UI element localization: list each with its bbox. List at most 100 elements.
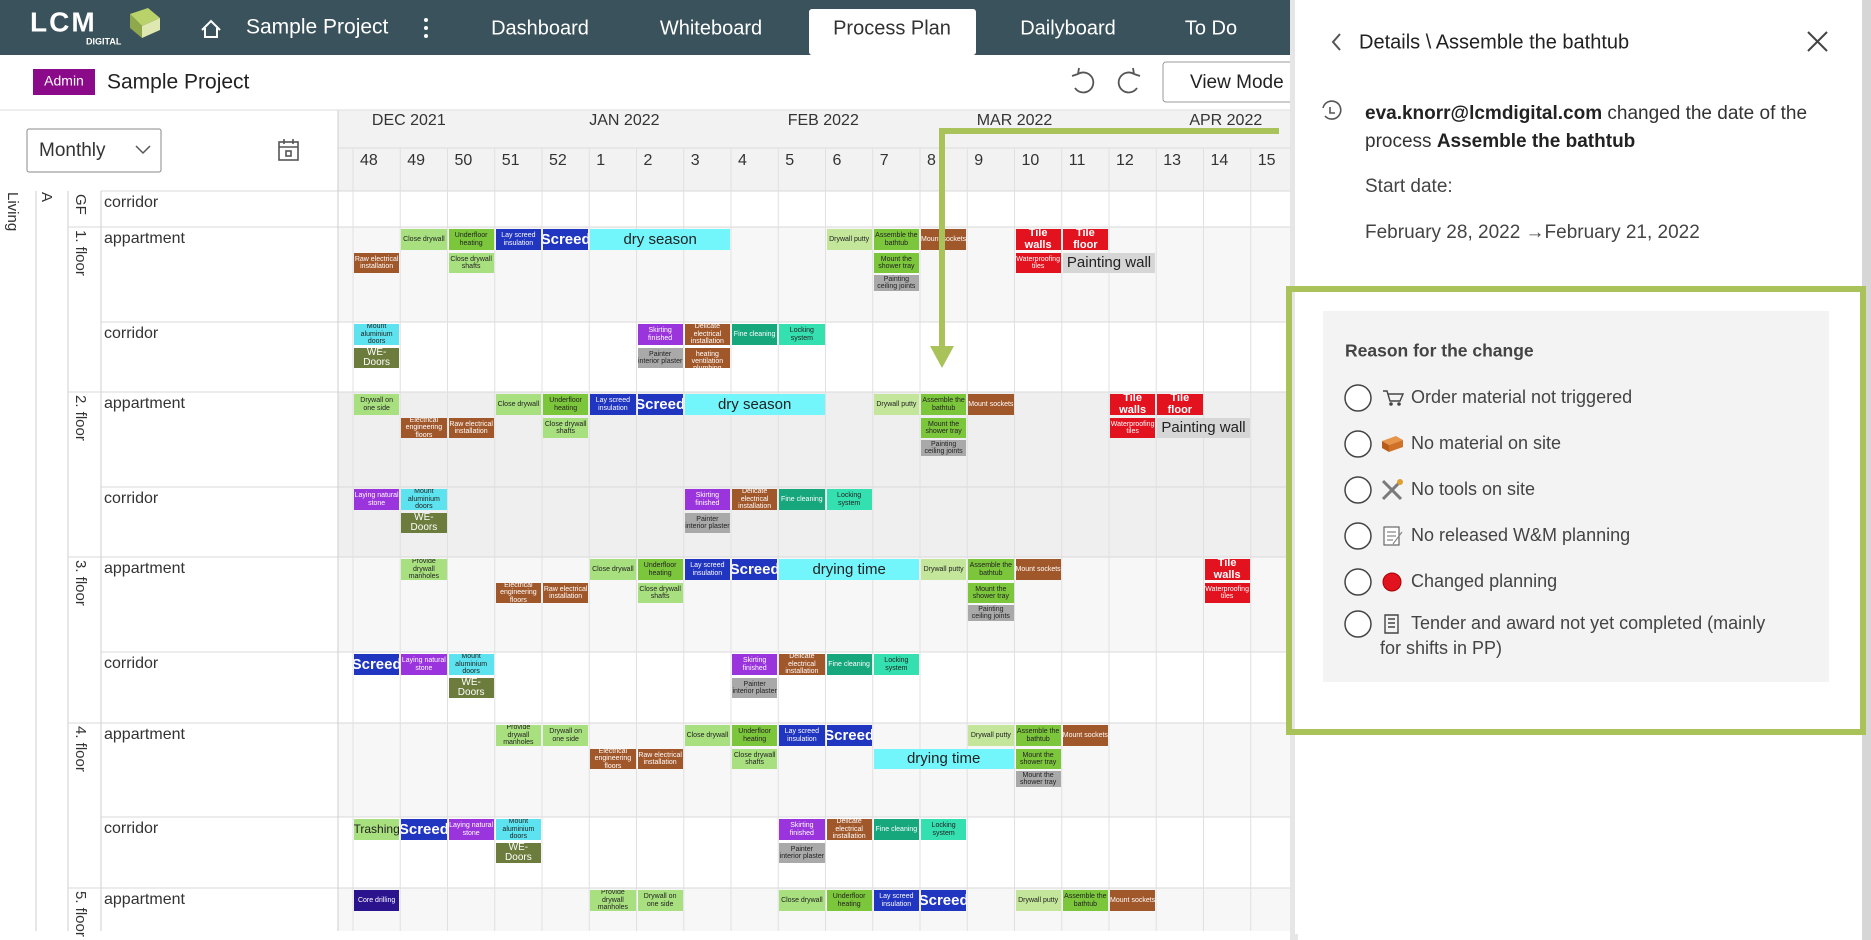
task[interactable]: Delicate electrical installation	[826, 819, 872, 840]
task[interactable]: Underfloor heating	[448, 229, 494, 250]
task[interactable]: Mount sockets	[968, 394, 1014, 415]
task[interactable]: Skirting finished	[637, 324, 683, 345]
reason-option[interactable]: No material on site	[1411, 433, 1561, 453]
task[interactable]: WE-Doors	[495, 843, 541, 863]
task[interactable]: Lay screed insulation	[684, 559, 730, 580]
task[interactable]: Painter interior plaster	[779, 843, 825, 863]
task[interactable]: Screed	[921, 890, 967, 911]
task[interactable]: Delicate electrical installation	[732, 489, 778, 510]
task[interactable]: dry season	[684, 394, 825, 415]
task[interactable]: Painter interior plaster	[637, 348, 683, 368]
task[interactable]: Underfloor heating	[826, 890, 872, 911]
task[interactable]: Lay screed insulation	[590, 394, 636, 415]
task[interactable]: Painting ceiling joints	[873, 275, 919, 291]
task[interactable]: Mount the shower tray	[921, 418, 967, 438]
home-icon[interactable]	[201, 19, 221, 38]
task[interactable]: Lay screed insulation	[779, 725, 825, 746]
task[interactable]: Raw electrical installation	[543, 583, 589, 603]
task[interactable]: Painter interior plaster	[732, 678, 778, 698]
task[interactable]: Drywall putty	[873, 394, 919, 415]
task[interactable]: Screed	[826, 725, 872, 746]
task[interactable]: Mount aluminium doors	[354, 324, 400, 345]
task[interactable]: Delicate heating ventilation plumbing	[684, 348, 730, 368]
task[interactable]: Underfloor heating	[637, 559, 683, 580]
task[interactable]: Painting wall	[1062, 253, 1156, 273]
task[interactable]: Locking system	[826, 489, 872, 510]
task[interactable]: Assemble the bathtub	[968, 559, 1014, 580]
reason-option[interactable]: Changed planning	[1411, 571, 1557, 591]
task[interactable]: dry season	[590, 229, 730, 250]
radio-button[interactable]	[1344, 384, 1372, 412]
reason-option[interactable]: No tools on site	[1411, 479, 1535, 499]
task[interactable]: Raw electrical installation	[637, 749, 683, 769]
nav-item[interactable]: Dailyboard	[1020, 17, 1116, 39]
task[interactable]: Drywall on one side	[637, 890, 683, 911]
task[interactable]: Mount sockets	[1110, 890, 1156, 911]
nav-item[interactable]: Process Plan	[833, 17, 951, 39]
task[interactable]: Mount the shower tray	[1015, 771, 1061, 787]
task[interactable]: Close drywall	[495, 394, 541, 415]
task[interactable]: Drywall on one side	[543, 725, 589, 746]
task[interactable]: Close drywall shafts	[543, 418, 589, 438]
task[interactable]: Lay screed insulation	[873, 890, 919, 911]
task[interactable]: Mount the shower tray	[1015, 749, 1061, 769]
task[interactable]: Mount sockets	[1062, 725, 1108, 746]
task[interactable]: Close drywall shafts	[637, 583, 683, 603]
task[interactable]: Underfloor heating	[732, 725, 778, 746]
task[interactable]: Core drilling	[354, 890, 400, 911]
task[interactable]: Mount sockets	[1015, 559, 1061, 580]
task[interactable]: Screed	[637, 394, 683, 415]
task[interactable]: Raw electrical installation	[354, 253, 400, 273]
task[interactable]: Drywall putty	[826, 229, 872, 250]
task[interactable]: Mount the shower tray	[968, 583, 1014, 603]
task[interactable]: drying time	[779, 559, 919, 580]
task[interactable]: Waterproofing tiles	[1110, 418, 1156, 438]
task[interactable]: Mount the shower tray	[873, 253, 919, 273]
task[interactable]: Painting ceiling joints	[968, 605, 1014, 621]
task[interactable]: Fine cleaning	[826, 654, 872, 675]
task[interactable]: Electrical engineering floors	[590, 749, 636, 769]
task[interactable]: Laying natural stone	[401, 654, 447, 675]
task[interactable]: WE-Doors	[448, 678, 494, 698]
task[interactable]: Skirting finished	[732, 654, 778, 675]
radio-button[interactable]	[1344, 610, 1372, 638]
task[interactable]: Electrical engineering floors	[495, 583, 541, 603]
project-name[interactable]: Sample Project	[246, 16, 389, 39]
task[interactable]: Provide drywall manholes	[495, 725, 541, 746]
task[interactable]: Screed	[732, 559, 778, 580]
task[interactable]: Mount aluminium doors	[448, 654, 494, 675]
task[interactable]: Close drywall	[401, 229, 447, 250]
redo-button[interactable]	[1117, 67, 1141, 94]
task[interactable]: Waterproofing tiles	[1015, 253, 1061, 273]
task[interactable]: Painter interior plaster	[684, 513, 730, 533]
task[interactable]: Underfloor heating	[543, 394, 589, 415]
task[interactable]: Mount aluminium doors	[495, 819, 541, 840]
radio-button[interactable]	[1344, 568, 1372, 596]
task[interactable]: WE-Doors	[401, 513, 447, 533]
radio-button[interactable]	[1344, 430, 1372, 458]
view-select-label[interactable]: Monthly	[39, 140, 106, 161]
task[interactable]: Laying natural stone	[448, 819, 494, 840]
radio-button[interactable]	[1344, 522, 1372, 550]
calendar-icon[interactable]	[278, 139, 299, 161]
nav-item[interactable]: To Do	[1185, 17, 1237, 39]
reason-option[interactable]: for shifts in PP)	[1380, 638, 1502, 658]
task[interactable]: Painting ceiling joints	[921, 440, 967, 456]
task[interactable]: Screed	[543, 229, 589, 250]
task[interactable]: Lay screed insulation	[495, 229, 541, 250]
task[interactable]: Assemble the bathtub	[921, 394, 967, 415]
nav-item[interactable]: Whiteboard	[660, 17, 762, 39]
task[interactable]: Raw electrical installation	[448, 418, 494, 438]
task[interactable]: Mount aluminium doors	[401, 489, 447, 510]
back-button[interactable]	[1331, 33, 1341, 51]
task[interactable]: Close drywall shafts	[448, 253, 494, 273]
task[interactable]: Drywall on one side	[354, 394, 400, 415]
task[interactable]: Waterproofing tiles	[1204, 583, 1250, 603]
task[interactable]: Drywall putty	[968, 725, 1014, 746]
task[interactable]: Drywall putty	[1015, 890, 1061, 911]
task[interactable]: Fine cleaning	[732, 324, 778, 345]
task[interactable]: Drywall putty	[921, 559, 967, 580]
task[interactable]: Tile floor	[1157, 394, 1203, 415]
reason-option[interactable]: Tender and award not yet completed (main…	[1411, 613, 1765, 633]
task[interactable]: Delicate electrical installation	[779, 654, 825, 675]
